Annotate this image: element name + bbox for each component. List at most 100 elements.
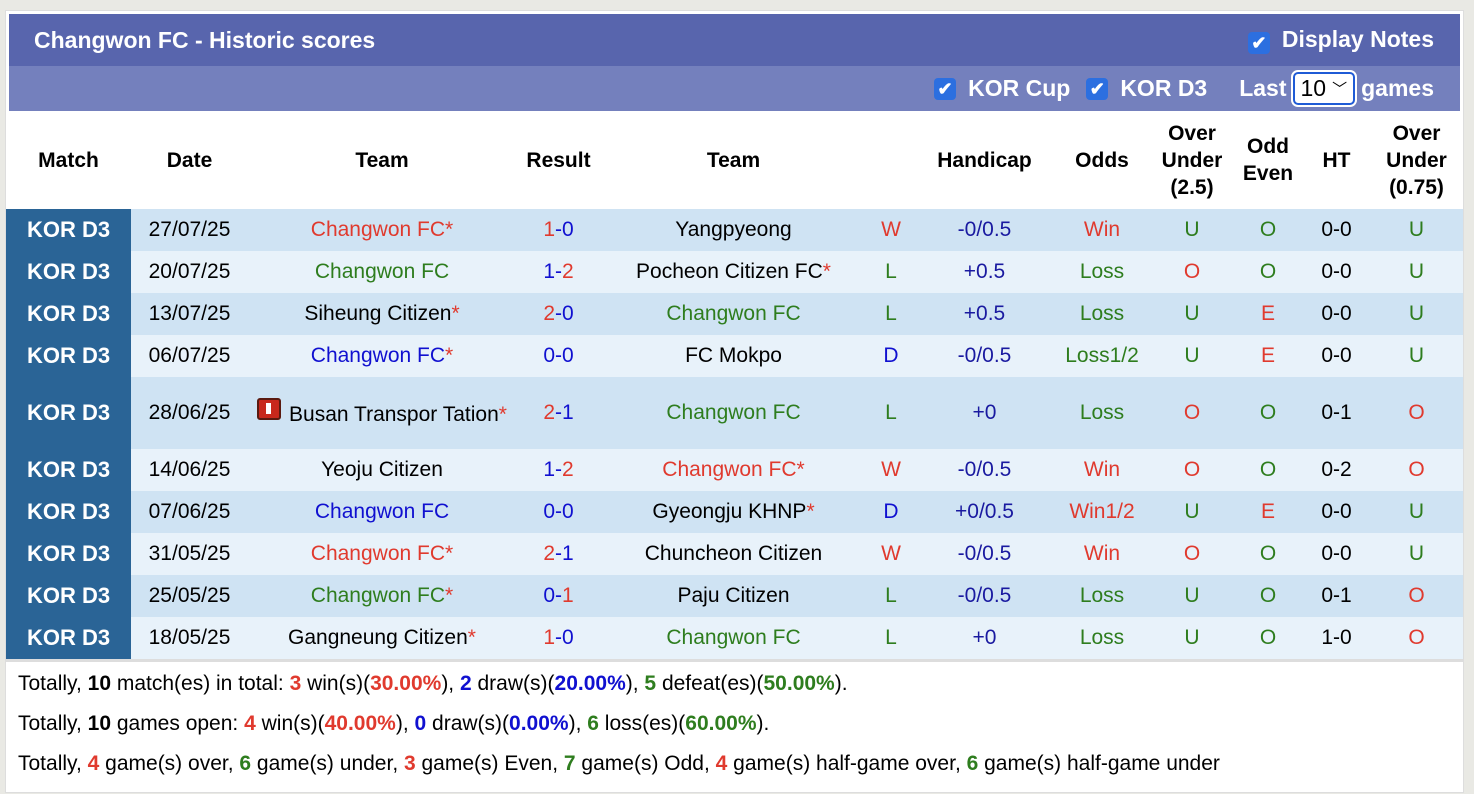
team-name[interactable]: Changwon FC xyxy=(666,302,801,325)
over-under: U xyxy=(1151,293,1233,335)
odd-even: E xyxy=(1233,491,1303,533)
column-header: Odds xyxy=(1075,148,1129,172)
odd-even: O xyxy=(1233,209,1303,251)
team-name[interactable]: Gyeongju KHNP xyxy=(652,500,807,523)
match-league: KOR D3 xyxy=(6,575,131,617)
team-name[interactable]: Changwon FC xyxy=(314,500,450,523)
summary-text: games open: xyxy=(111,712,245,735)
team-name[interactable]: Paju Citizen xyxy=(677,584,790,607)
summary-text: game(s) half-game under xyxy=(978,752,1220,775)
score[interactable]: 1-2 xyxy=(516,449,601,491)
team-name[interactable]: Changwon FC xyxy=(310,344,446,367)
display-notes-toggle[interactable]: ✔ Display Notes xyxy=(1247,26,1434,54)
team-name[interactable]: Changwon FC xyxy=(310,584,446,607)
score[interactable]: 0-0 xyxy=(516,491,601,533)
table-row[interactable]: KOR D3 07/06/25 Changwon FC 0-0 Gyeongju… xyxy=(6,491,1463,533)
table-row[interactable]: KOR D3 31/05/25 Changwon FC* 2-1 Chunche… xyxy=(6,533,1463,575)
games-count-select[interactable]: 10 ﹀ xyxy=(1290,70,1358,107)
table-row[interactable]: KOR D3 14/06/25 Yeoju Citizen 1-2 Changw… xyxy=(6,449,1463,491)
over-under-half: O xyxy=(1370,449,1463,491)
team-name[interactable]: Pocheon Citizen FC xyxy=(636,260,823,283)
team-name[interactable]: Busan Transpor Tation xyxy=(289,402,499,426)
team-name[interactable]: FC Mokpo xyxy=(685,344,782,367)
summary-line: Totally, 4 game(s) over, 6 game(s) under… xyxy=(18,752,1463,792)
match-date: 14/06/25 xyxy=(131,449,248,491)
team-name[interactable]: Changwon FC xyxy=(314,260,450,283)
home-marker: * xyxy=(806,500,815,523)
red-card-icon xyxy=(257,397,282,420)
handicap: -0/0.5 xyxy=(916,575,1053,617)
result-letter: W xyxy=(866,533,916,575)
checkbox-checked-icon[interactable]: ✔ xyxy=(934,77,957,100)
summary-text: 30.00% xyxy=(370,672,442,695)
table-row[interactable]: KOR D3 06/07/25 Changwon FC* 0-0 FC Mokp… xyxy=(6,335,1463,377)
odds-result: Loss xyxy=(1053,575,1151,617)
table-row[interactable]: KOR D3 13/07/25 Siheung Citizen* 2-0 Cha… xyxy=(6,293,1463,335)
team-name[interactable]: Changwon FC xyxy=(666,401,801,424)
column-header: HT xyxy=(1322,148,1351,172)
column-header: Match xyxy=(38,148,99,172)
summary-text: 2 xyxy=(459,672,472,695)
historic-scores-panel: Changwon FC - Historic scores ✔ Display N… xyxy=(5,10,1464,793)
home-marker: * xyxy=(445,584,454,607)
team-name[interactable]: Changwon FC xyxy=(310,542,446,565)
home-marker: * xyxy=(796,458,805,481)
score[interactable]: 1-0 xyxy=(516,209,601,251)
result-letter: W xyxy=(866,209,916,251)
summary-text: 40.00% xyxy=(324,712,396,735)
score[interactable]: 2-1 xyxy=(516,533,601,575)
over-under: O xyxy=(1151,377,1233,449)
home-goals: 0 xyxy=(543,584,555,607)
result-letter: L xyxy=(866,377,916,449)
summary-text: loss(es)( xyxy=(598,712,686,735)
match-date: 25/05/25 xyxy=(131,575,248,617)
kor-d3-label: KOR D3 xyxy=(1120,75,1208,101)
team-name[interactable]: Siheung Citizen xyxy=(304,302,452,325)
checkbox-checked-icon[interactable]: ✔ xyxy=(1247,32,1270,54)
summary-text: 6 xyxy=(587,712,599,735)
home-goals: 0 xyxy=(543,344,555,367)
team-name[interactable]: Changwon FC xyxy=(666,626,801,649)
summary-text: 6 xyxy=(966,752,979,775)
table-row[interactable]: KOR D3 18/05/25 Gangneung Citizen* 1-0 C… xyxy=(6,617,1463,659)
home-marker: * xyxy=(445,344,454,367)
filter-kor-cup[interactable]: ✔ KOR Cup xyxy=(934,75,1070,102)
score[interactable]: 0-0 xyxy=(516,335,601,377)
table-row[interactable]: KOR D3 28/06/25 Busan Transpor Tation* 2… xyxy=(6,377,1463,449)
home-goals: 1 xyxy=(543,218,555,241)
summary-line: Totally, 10 match(es) in total: 3 win(s)… xyxy=(18,672,1463,712)
summary-text: game(s) over, xyxy=(99,752,240,775)
match-league: KOR D3 xyxy=(6,533,131,575)
team-name[interactable]: Gangneung Citizen xyxy=(288,626,468,649)
home-marker: * xyxy=(467,626,476,649)
column-header: Team xyxy=(355,148,409,172)
score[interactable]: 2-1 xyxy=(516,377,601,449)
odds-result: Loss xyxy=(1053,251,1151,293)
team-name[interactable]: Yangpyeong xyxy=(675,218,792,241)
column-header xyxy=(866,111,916,209)
summary-text: 10 xyxy=(87,712,111,735)
away-goals: 1 xyxy=(562,401,574,424)
handicap: -0/0.5 xyxy=(916,335,1053,377)
score[interactable]: 2-0 xyxy=(516,293,601,335)
away-goals: 0 xyxy=(562,218,574,241)
away-goals: 0 xyxy=(562,302,574,325)
chevron-down-icon: ﹀ xyxy=(1332,81,1348,98)
team-name[interactable]: Changwon FC xyxy=(662,458,797,481)
team-name[interactable]: Changwon FC xyxy=(310,218,446,241)
summary-text: win(s)( xyxy=(255,712,325,735)
summary-text: Totally, xyxy=(18,752,88,775)
score[interactable]: 1-0 xyxy=(516,617,601,659)
team-name[interactable]: Yeoju Citizen xyxy=(321,458,443,481)
filter-kor-d3[interactable]: ✔ KOR D3 xyxy=(1086,75,1207,102)
summary-text: match(es) in total: xyxy=(111,672,290,695)
result-letter: L xyxy=(866,617,916,659)
score[interactable]: 0-1 xyxy=(516,575,601,617)
summary-text: game(s) under, xyxy=(251,752,404,775)
table-row[interactable]: KOR D3 27/07/25 Changwon FC* 1-0 Yangpye… xyxy=(6,209,1463,251)
team-name[interactable]: Chuncheon Citizen xyxy=(644,542,823,565)
table-row[interactable]: KOR D3 25/05/25 Changwon FC* 0-1 Paju Ci… xyxy=(6,575,1463,617)
checkbox-checked-icon[interactable]: ✔ xyxy=(1086,77,1109,100)
table-row[interactable]: KOR D3 20/07/25 Changwon FC 1-2 Pocheon … xyxy=(6,251,1463,293)
score[interactable]: 1-2 xyxy=(516,251,601,293)
